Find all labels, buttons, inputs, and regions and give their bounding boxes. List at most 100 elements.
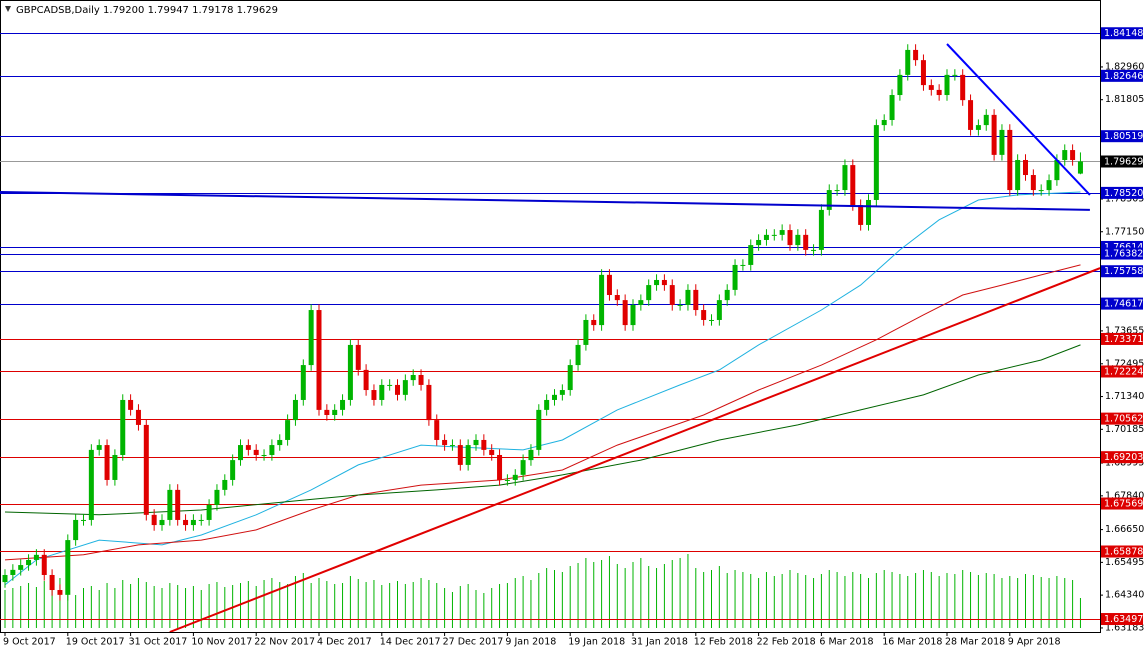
level-label-box [1101,412,1143,425]
y-tick-label: 1.70185 [1105,424,1144,435]
x-tick-label: 9 Apr 2018 [1008,637,1061,648]
candle-body [716,300,722,320]
y-tick-label: 1.73655 [1105,325,1144,336]
y-tick-label: 1.81805 [1105,94,1144,105]
y-tick-label: 1.82960 [1105,61,1144,72]
x-tick-label: 14 Dec 2017 [380,637,441,648]
level-label: 1.63497 [1104,614,1143,625]
candle-body [732,264,738,290]
candle-body [395,384,400,395]
x-tick-label: 28 Mar 2018 [945,637,1005,648]
current-price-label: 1.79629 [1104,157,1143,168]
level-label: 1.76614 [1104,242,1143,253]
candle-body [245,445,251,450]
candle-body [654,279,660,286]
candle-body [818,209,824,250]
x-tick-label: 16 Mar 2018 [882,637,942,648]
candle-body [622,300,628,326]
x-tick-label: 22 Feb 2018 [757,637,816,648]
candle-body [528,449,534,461]
level-label-box [1101,69,1143,82]
candle-body [763,234,769,240]
candle-body [120,399,126,455]
x-tick-label: 27 Dec 2017 [443,637,504,648]
candle-body [167,489,173,520]
x-tick-label: 9 Oct 2017 [3,637,56,648]
x-tick-label: 31 Jan 2018 [631,637,688,648]
candle-body [159,519,165,526]
candle-body [26,559,32,566]
current-price-box [1101,155,1143,168]
moving-average [4,191,1081,586]
candle-body [709,319,714,321]
level-label: 1.70562 [1104,414,1143,425]
candle-body [756,239,762,246]
x-tick-label: 19 Jan 2018 [568,637,625,648]
candle-body [693,289,699,311]
level-label-box [1101,613,1143,626]
candle-body [889,95,895,120]
level-label-box [1101,365,1143,378]
candle-body [646,285,652,301]
candle-body [112,454,118,480]
candle-body [771,234,777,236]
level-label-box [1101,451,1143,464]
candle-body [183,519,189,526]
candle-body [826,190,832,210]
candle-body [803,234,809,250]
candle-body [920,60,926,86]
level-label: 1.84148 [1104,28,1143,39]
candle-body [410,375,416,381]
candle-body [795,234,801,246]
candle-body [57,590,63,595]
candle-body [1077,161,1083,174]
level-label: 1.65878 [1104,546,1143,557]
candle-body [300,365,306,400]
level-label: 1.76382 [1104,249,1143,260]
candle-body [936,89,942,96]
candle-body [426,384,432,421]
candle-body [1062,150,1068,160]
level-label-box [1101,27,1143,40]
candle-body [81,519,86,521]
candle-body [779,230,785,235]
y-tick-label: 1.66650 [1105,524,1144,535]
plot-frame [0,0,1101,633]
candle-body [866,199,871,225]
candle-body [269,445,275,455]
candle-body [206,504,212,520]
candle-body [128,399,134,410]
candle-body [1038,190,1044,192]
candle-body [434,420,440,440]
candle-body [379,384,385,400]
candle-body [253,449,259,455]
level-label: 1.73371 [1104,334,1143,345]
candle-body [559,390,565,395]
candle-body [928,85,934,90]
x-tick-label: 9 Jan 2018 [505,637,556,648]
candle-body [1007,129,1013,191]
candle-body [1023,159,1028,176]
candle-body [347,344,353,400]
level-label: 1.80519 [1104,131,1143,142]
candle-body [355,344,361,370]
candle-body [999,129,1005,155]
candle-body [1015,159,1021,191]
candle-body [324,409,330,415]
candle-body [214,489,220,505]
candle-body [630,304,636,326]
candle-body [190,519,196,526]
candle-body [308,310,314,366]
candle-body [49,574,55,591]
level-label: 1.75758 [1104,266,1143,277]
candle-body [73,519,79,541]
level-label-box [1101,186,1143,199]
candle-body [873,125,879,200]
moving-average [4,264,1081,561]
candle-body [968,100,974,130]
trendline [0,191,1090,211]
candle-body [230,460,236,480]
y-tick-label: 1.72495 [1105,358,1144,369]
candle-body [473,439,479,446]
